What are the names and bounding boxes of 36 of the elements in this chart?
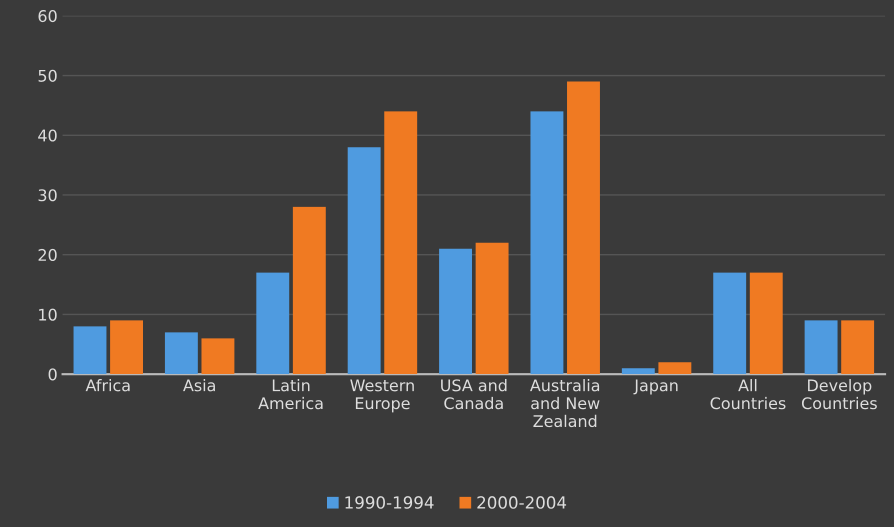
x-tick-label: USA and Canada bbox=[441, 379, 506, 410]
x-tick-label: Japan bbox=[633, 380, 678, 394]
x-tick-label: All Countries bbox=[710, 379, 786, 410]
bar bbox=[841, 320, 874, 374]
bar bbox=[384, 111, 418, 374]
bar bbox=[567, 82, 600, 374]
bar bbox=[530, 111, 564, 374]
legend-label: 1990-1994 bbox=[345, 496, 434, 509]
bar bbox=[439, 248, 472, 374]
bar bbox=[750, 272, 783, 374]
bar bbox=[201, 338, 234, 374]
bar bbox=[622, 368, 655, 374]
y-tick-label: 10 bbox=[39, 308, 57, 321]
bar bbox=[110, 320, 143, 374]
bar bbox=[804, 320, 838, 374]
y-tick-label: 0 bbox=[48, 368, 57, 380]
bar bbox=[256, 272, 290, 374]
legend-label: 2000-2004 bbox=[477, 496, 566, 509]
y-tick-label: 20 bbox=[38, 248, 57, 262]
bar bbox=[658, 362, 692, 374]
y-tick-label: 30 bbox=[38, 189, 57, 202]
y-tick-label: 50 bbox=[38, 70, 57, 82]
x-tick-label: Asia bbox=[183, 379, 215, 392]
x-tick-label: Latin America bbox=[258, 379, 323, 410]
bar bbox=[713, 272, 746, 374]
bar bbox=[74, 326, 106, 374]
x-tick-label: Africa bbox=[86, 379, 130, 392]
x-tick-label: Develop Countries bbox=[802, 379, 877, 410]
x-tick-label: Western Europe bbox=[350, 380, 414, 412]
bar bbox=[348, 147, 381, 374]
y-tick-label: 40 bbox=[38, 129, 57, 142]
x-tick-label: Australia and New Zealand bbox=[530, 379, 600, 428]
bar bbox=[476, 242, 509, 374]
bar bbox=[292, 206, 326, 374]
y-tick-label: 60 bbox=[38, 10, 57, 22]
bar bbox=[164, 332, 198, 374]
